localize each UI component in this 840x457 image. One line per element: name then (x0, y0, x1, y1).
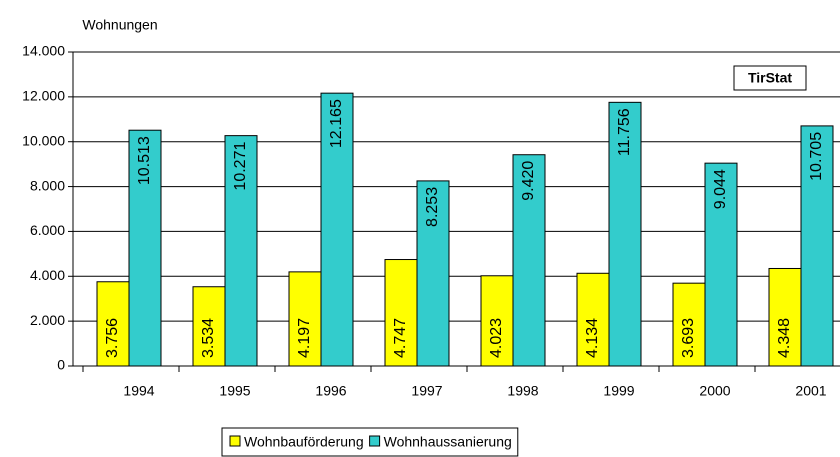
bar (192, 286, 226, 367)
data-label: 4.348 (776, 318, 793, 358)
y-tick-label: 2.000 (30, 312, 65, 328)
x-tick-label: 1999 (603, 383, 634, 399)
bar (608, 101, 642, 367)
annotation-box (733, 65, 807, 91)
bar (704, 162, 738, 367)
x-tick-label: 1996 (315, 383, 346, 399)
bar (512, 154, 546, 367)
bar (224, 135, 258, 367)
data-label: 3.693 (680, 318, 697, 358)
data-label: 4.747 (392, 318, 409, 358)
y-tick-label: 10.000 (22, 132, 65, 148)
data-label: 11.756 (616, 108, 633, 156)
y-tick-label: 4.000 (30, 267, 65, 283)
legend-swatch (369, 435, 381, 447)
bar (96, 281, 130, 367)
bar (480, 275, 514, 367)
data-label: 9.420 (520, 161, 537, 201)
y-tick-label: 6.000 (30, 222, 65, 238)
bar (800, 125, 834, 367)
x-tick-label: 1994 (123, 383, 154, 399)
data-label: 10.705 (808, 132, 825, 181)
annotation: TirStat (748, 70, 792, 86)
data-label: 8.253 (424, 187, 441, 227)
legend-label: Wohnbauförderung (244, 434, 364, 450)
bar (672, 282, 706, 367)
data-label: 10.271 (232, 142, 249, 191)
legend: Wohnbauförderung Wohnhaussanierung (221, 427, 519, 457)
x-tick-label: 1995 (219, 383, 250, 399)
data-label: 4.197 (296, 318, 313, 358)
bar (576, 272, 610, 367)
x-tick-label: 2001 (795, 383, 826, 399)
data-label: 3.534 (200, 318, 217, 358)
x-tick-label: 1998 (507, 383, 538, 399)
bar (288, 271, 322, 367)
bar (384, 259, 418, 367)
bar (416, 180, 450, 367)
data-label: 10.513 (136, 136, 153, 185)
y-tick-label: 0 (57, 357, 65, 373)
legend-swatch (229, 435, 241, 447)
data-label: 3.756 (104, 318, 121, 358)
data-label: 4.023 (488, 318, 505, 358)
bar (128, 129, 162, 367)
bar (768, 267, 802, 367)
x-tick-label: 2000 (699, 383, 730, 399)
y-tick-label: 8.000 (30, 177, 65, 193)
x-tick-label: 1997 (411, 383, 442, 399)
data-label: 12.165 (328, 99, 345, 148)
data-label: 9.044 (712, 169, 729, 209)
bar (320, 92, 354, 367)
y-tick-label: 12.000 (22, 88, 65, 104)
y-axis-label: Wohnungen (82, 17, 157, 33)
y-tick-label: 14.000 (22, 43, 65, 59)
data-label: 4.134 (584, 318, 601, 358)
legend-label: Wohnhaussanierung (384, 434, 512, 450)
